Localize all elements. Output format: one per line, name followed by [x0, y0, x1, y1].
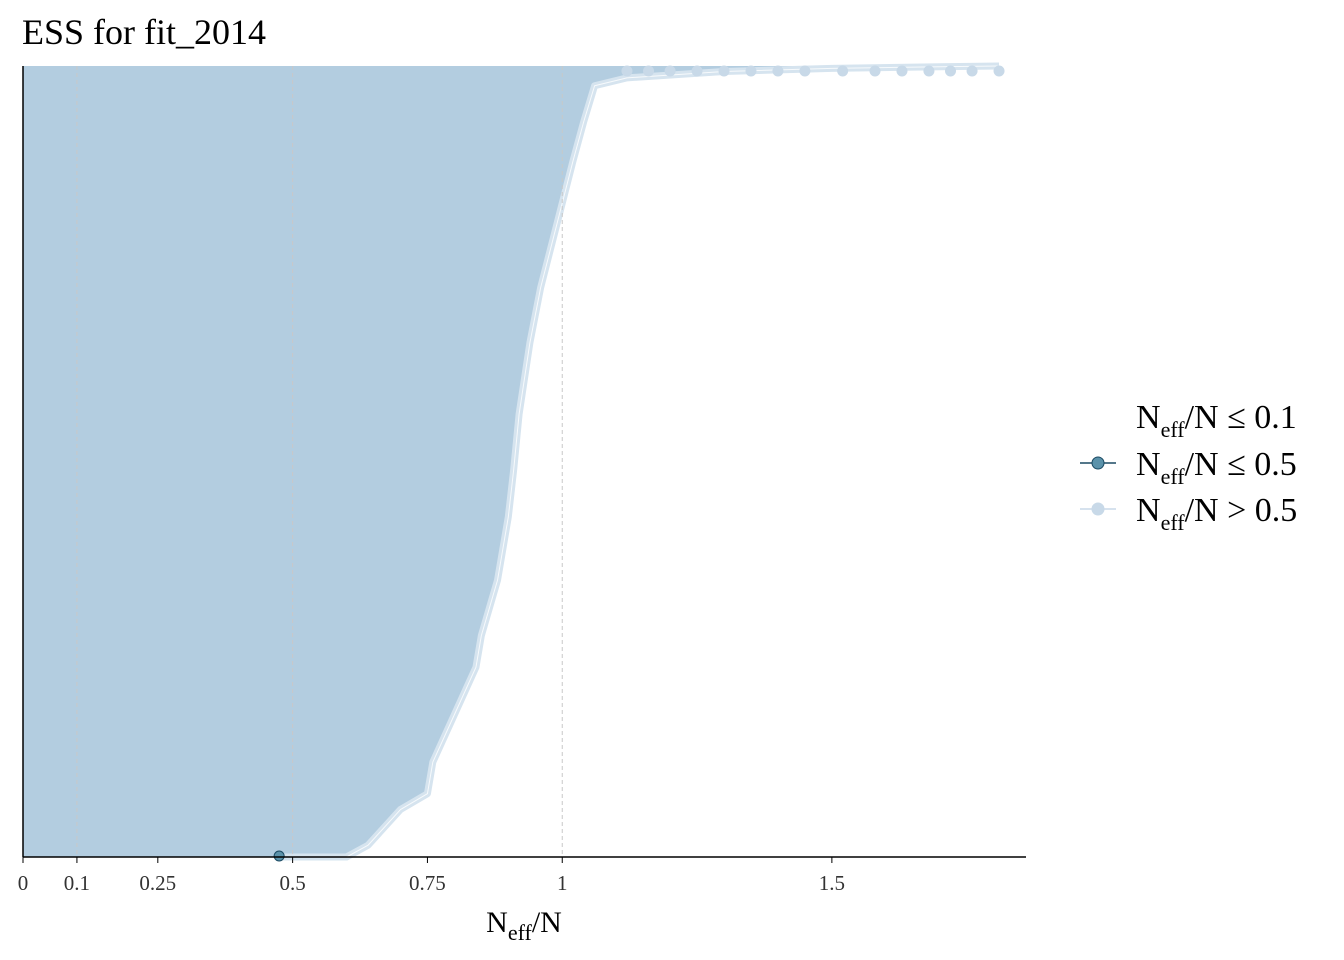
point-high-13 — [966, 65, 978, 77]
point-high-5 — [745, 65, 757, 77]
x-tick-label-2: 0.25 — [139, 871, 176, 895]
legend-label-rest: /N > 0.5 — [1185, 492, 1298, 529]
legend-label-sub: eff — [1161, 417, 1186, 442]
x-tick-label-5: 1 — [557, 871, 568, 895]
x-axis: 0 0.1 0.25 0.5 0.75 1 1.5 — [18, 66, 1026, 895]
legend-label-2: Neff/N > 0.5 — [1136, 492, 1297, 535]
point-high-7 — [799, 65, 811, 77]
x-tick-label-6: 1.5 — [819, 871, 845, 895]
point-high-3 — [691, 65, 703, 77]
legend-label-sub: eff — [1161, 510, 1186, 535]
ess-bar-ends-highlight — [279, 65, 1000, 858]
plot-area — [23, 62, 1005, 862]
point-high-6 — [772, 65, 784, 77]
chart-title: ESS for fit_2014 — [22, 12, 266, 52]
point-high-12 — [945, 65, 957, 77]
legend-label-rest: /N ≤ 0.5 — [1185, 446, 1297, 483]
legend-label-1: Neff/N ≤ 0.5 — [1136, 446, 1297, 489]
point-high-0 — [621, 65, 633, 77]
x-axis-label-main: N — [486, 906, 508, 939]
point-high-2 — [664, 65, 676, 77]
legend-label-main: N — [1136, 399, 1161, 436]
point-high-14 — [993, 65, 1005, 77]
x-tick-label-1: 0.1 — [64, 871, 90, 895]
x-tick-label-0: 0 — [18, 871, 29, 895]
legend-label-sub: eff — [1161, 464, 1186, 489]
point-high-10 — [896, 65, 908, 77]
point-high-8 — [837, 65, 849, 77]
legend-key-point-2 — [1091, 502, 1105, 516]
point-high-4 — [718, 65, 730, 77]
point-low-0 — [273, 850, 285, 862]
legend-label-main: N — [1136, 446, 1161, 483]
x-tick-label-4: 0.75 — [409, 871, 446, 895]
point-high-1 — [643, 65, 655, 77]
legend-key-point-1 — [1091, 456, 1105, 470]
x-axis-label-rest: /N — [532, 906, 562, 939]
point-high-11 — [923, 65, 935, 77]
legend-label-0: Neff/N ≤ 0.1 — [1136, 399, 1297, 442]
legend-label-main: N — [1136, 492, 1161, 529]
x-axis-label: Neff/N — [486, 906, 562, 945]
point-high-9 — [869, 65, 881, 77]
x-tick-label-3: 0.5 — [279, 871, 305, 895]
legend-label-rest: /N ≤ 0.1 — [1185, 399, 1297, 436]
x-axis-label-sub: eff — [508, 920, 533, 945]
